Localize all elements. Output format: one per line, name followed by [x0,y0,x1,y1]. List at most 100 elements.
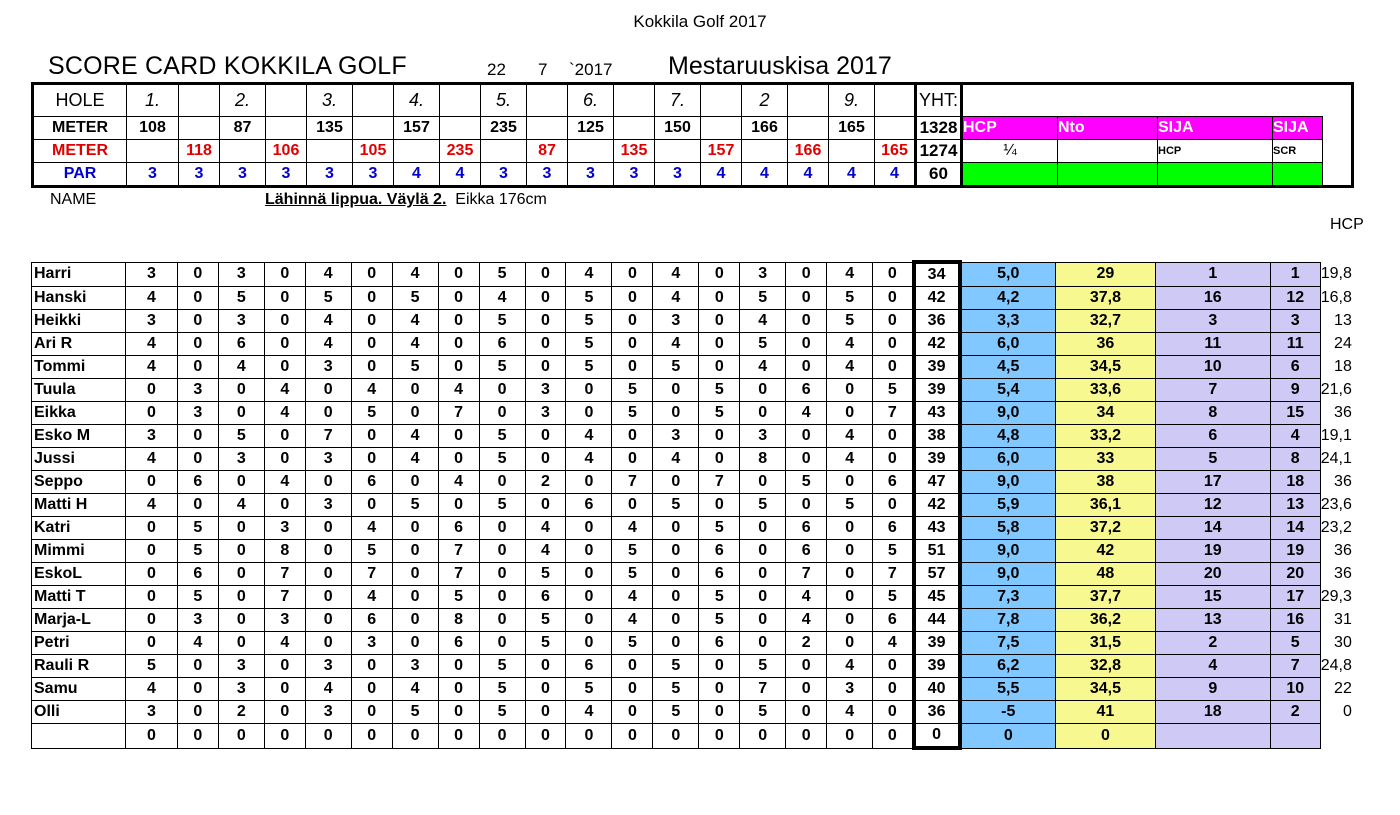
score-cell: 4 [652,286,700,310]
hcp-value: 6,2 [959,654,1056,678]
score-cell: 5 [217,286,265,310]
score-cell: 0 [350,424,393,448]
score-cell: 0 [826,470,874,494]
score-cell: 4 [524,539,567,563]
score-cell: 6 [176,470,219,494]
score-cell: 5 [478,447,526,471]
date-year: `2017 [569,60,613,79]
score-cell: 0 [652,585,700,609]
hcp-value: 5,4 [959,378,1056,402]
rank-hcp: 4 [1154,654,1271,678]
net-score: 42 [1054,539,1156,563]
score-cell: 0 [350,447,393,471]
score-cell: 0 [176,677,219,701]
hcp-value: 5,8 [959,516,1056,540]
score-cell: 0 [124,562,178,586]
score-cell: 0 [872,261,915,287]
rank-hcp: 10 [1154,355,1271,379]
score-cell: 5 [391,286,439,310]
score-cell: 0 [611,677,654,701]
player-row: Harri 3 0 3 0 4 0 4 0 5 0 4 0 4 0 3 0 4 0 34 5,0 29 1 1 19,8 [31,260,1400,287]
meter-white-total: 1328 [914,116,963,140]
score-cell: 4 [826,447,874,471]
rank-hcp: 11 [1154,332,1271,356]
hcp-value: 9,0 [959,562,1056,586]
meter-red-cell [654,139,701,163]
score-cell: 3 [304,493,352,517]
sija-column-header: SIJA [1272,116,1323,140]
score-cell: 0 [698,261,741,287]
hcp-index: 24 [1334,335,1352,352]
score-cell: 5 [524,562,567,586]
score-cell: 5 [124,654,178,678]
par-cell: 4 [439,162,481,187]
score-cell: 0 [124,723,178,749]
score-cell: 0 [785,309,828,333]
spacer-cell [1158,84,1273,117]
score-cell: 0 [124,631,178,655]
score-cell: 0 [176,424,219,448]
course-header-table: HOLE 1. 2. 3. 4. 5. 6. 7. 2 9. YHT: METER 108 87 135 15… [31,82,1354,188]
score-cell: 3 [176,401,219,425]
score-cell: 0 [217,539,265,563]
score-cell: 7 [872,562,915,586]
player-name: Samu [31,677,126,701]
player-row: Matti H 4 0 4 0 3 0 5 0 5 0 6 0 5 0 5 0 5 0 42 5,9 36,1 12 13 23… [31,493,1400,517]
score-cell: 0 [698,700,741,724]
total-score: 39 [911,654,962,678]
score-cell: 0 [739,723,787,749]
meter-white-cell: 125 [567,116,614,140]
score-cell: 3 [652,424,700,448]
score-cell: 0 [437,447,480,471]
score-cell: 0 [698,677,741,701]
hcp-value: 4,5 [959,355,1056,379]
score-cell: 0 [350,309,393,333]
score-cell: 0 [826,562,874,586]
meter-red-cell: 118 [178,139,220,163]
player-row: Jussi 4 0 3 0 3 0 4 0 5 0 4 0 4 0 8 0 4 0 39 6,0 33 5 8 24,1 [31,447,1400,471]
rank-scr: 9 [1269,378,1321,402]
hole-number [787,83,829,117]
score-cell: 6 [350,470,393,494]
rank-hcp: 2 [1154,631,1271,655]
score-cell: 0 [872,654,915,678]
score-cell: 4 [350,585,393,609]
total-score: 39 [911,631,962,655]
player-row: Olli 3 0 2 0 3 0 5 0 5 0 4 0 5 0 5 0 4 0 36 -5 41 18 2 0 [31,700,1400,724]
score-cell: 4 [263,470,306,494]
event-title: Mestaruuskisa 2017 [668,52,892,80]
total-score: 39 [911,355,962,379]
player-row: Ari R 4 0 6 0 4 0 4 0 6 0 5 0 4 0 5 0 4 0 42 6,0 36 11 11 24 [31,332,1400,356]
net-score: 33 [1054,447,1156,471]
net-score: 36,2 [1054,608,1156,632]
score-cell: 0 [565,378,613,402]
net-score: 34 [1054,401,1156,425]
score-cell: 0 [391,539,439,563]
rank-scr: 4 [1269,424,1321,448]
hcp-index: 13 [1334,312,1352,329]
score-cell: 0 [350,677,393,701]
rank-scr: 13 [1269,493,1321,517]
score-cell: 4 [826,654,874,678]
score-cell: 5 [524,631,567,655]
player-row: Tuula 0 3 0 4 0 4 0 4 0 3 0 5 0 5 0 6 0 5 39 5,4 33,6 7 9 21,6 [31,378,1400,402]
score-cell: 3 [826,677,874,701]
score-cell: 0 [263,447,306,471]
score-cell: 0 [826,539,874,563]
score-cell: 5 [652,654,700,678]
score-cell: 4 [437,378,480,402]
score-cell: 6 [698,539,741,563]
rank-scr: 7 [1269,654,1321,678]
meter-white-cell [178,116,220,140]
score-cell: 0 [124,539,178,563]
par-total: 60 [914,162,963,187]
score-cell: 0 [478,516,526,540]
meter-white-cell: 135 [306,116,353,140]
score-cell: 7 [785,562,828,586]
net-score: 33,6 [1054,378,1156,402]
score-cell: 5 [478,700,526,724]
par-cell: 3 [306,162,353,187]
meter-red-cell: 105 [352,139,394,163]
score-cell: 0 [524,447,567,471]
score-cell: 0 [652,562,700,586]
